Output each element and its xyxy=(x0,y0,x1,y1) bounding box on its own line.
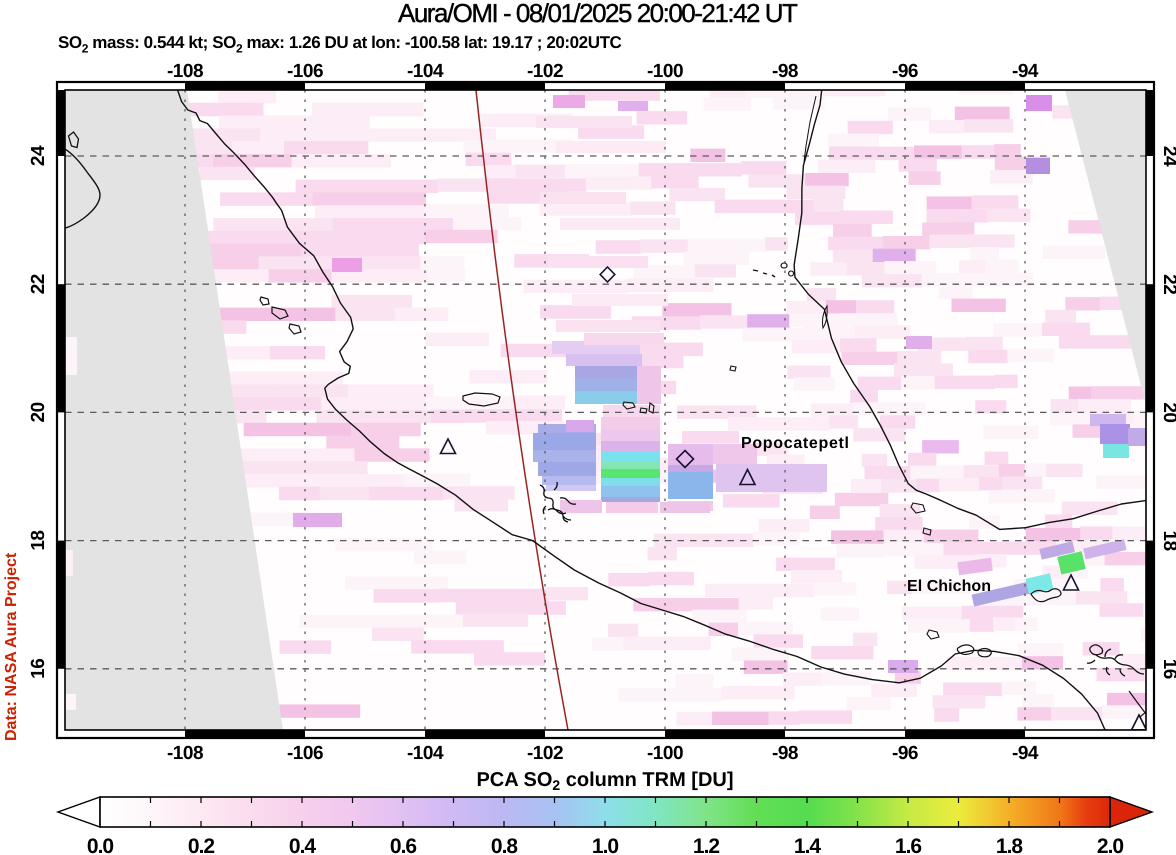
svg-text:2.0: 2.0 xyxy=(1097,835,1124,855)
svg-text:-104: -104 xyxy=(407,743,444,764)
svg-text:22: 22 xyxy=(1159,274,1176,294)
svg-text:-104: -104 xyxy=(407,61,444,82)
svg-text:-98: -98 xyxy=(772,743,798,764)
svg-text:1.2: 1.2 xyxy=(693,835,720,855)
svg-text:22: 22 xyxy=(28,274,49,294)
svg-text:24: 24 xyxy=(28,145,49,166)
svg-text:-94: -94 xyxy=(1012,61,1039,82)
svg-text:-98: -98 xyxy=(772,61,798,82)
svg-text:24: 24 xyxy=(1159,146,1176,167)
svg-text:0.8: 0.8 xyxy=(491,835,519,855)
svg-text:-100: -100 xyxy=(647,743,683,764)
svg-text:-102: -102 xyxy=(527,743,563,764)
svg-text:20: 20 xyxy=(28,402,49,422)
svg-text:18: 18 xyxy=(28,531,49,551)
svg-text:1.0: 1.0 xyxy=(592,835,619,855)
svg-text:-106: -106 xyxy=(287,61,323,82)
svg-text:-102: -102 xyxy=(527,61,563,82)
svg-text:0.0: 0.0 xyxy=(87,835,114,855)
svg-text:-106: -106 xyxy=(287,743,323,764)
svg-text:-108: -108 xyxy=(167,61,203,82)
svg-text:16: 16 xyxy=(28,659,49,679)
svg-text:16: 16 xyxy=(1159,659,1176,679)
svg-text:-96: -96 xyxy=(892,61,918,82)
svg-text:0.2: 0.2 xyxy=(188,835,215,855)
svg-text:0.6: 0.6 xyxy=(390,835,417,855)
svg-text:-96: -96 xyxy=(892,743,918,764)
svg-text:-94: -94 xyxy=(1012,743,1039,764)
svg-text:-108: -108 xyxy=(167,743,203,764)
svg-text:18: 18 xyxy=(1159,531,1176,551)
svg-text:1.8: 1.8 xyxy=(996,835,1024,855)
svg-text:-100: -100 xyxy=(647,61,683,82)
svg-text:1.4: 1.4 xyxy=(794,835,822,855)
svg-text:20: 20 xyxy=(1159,402,1176,422)
svg-text:Popocatepetl: Popocatepetl xyxy=(741,435,849,452)
svg-text:0.4: 0.4 xyxy=(289,835,317,855)
svg-text:El Chichon: El Chichon xyxy=(907,578,991,595)
svg-text:PCA SO2 column TRM [DU]: PCA SO2 column TRM [DU] xyxy=(476,769,733,793)
svg-text:1.6: 1.6 xyxy=(895,835,922,855)
